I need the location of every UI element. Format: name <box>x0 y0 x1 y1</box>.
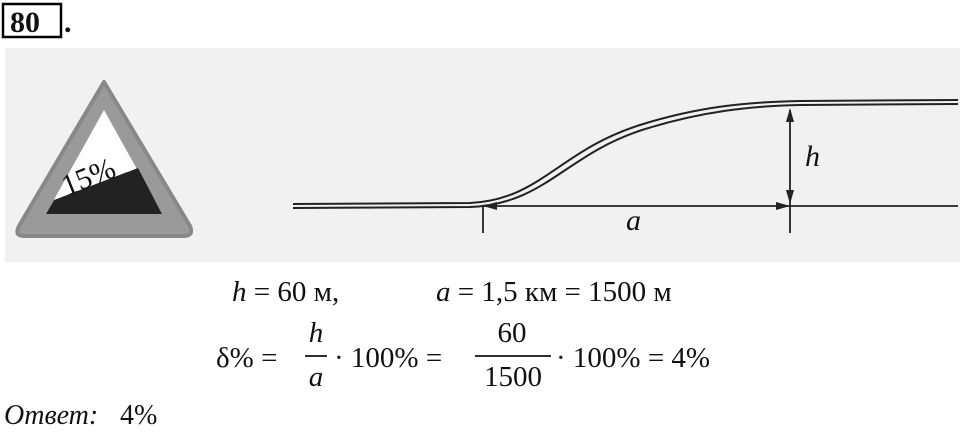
answer-value: 4% <box>120 400 157 431</box>
formula-lhs: δ% = <box>216 342 277 374</box>
distance-label: a <box>626 204 641 237</box>
given-text: = 1,5 км = 1500 м <box>451 276 672 308</box>
dimensions <box>482 108 958 233</box>
frac-num: 60 <box>498 317 527 349</box>
frac-num: h <box>309 317 324 349</box>
given-h: h = 60 м, <box>232 276 339 308</box>
problem-number: 80 <box>10 6 40 39</box>
given-a: a = 1,5 км = 1500 м <box>436 276 672 308</box>
frac-den: a <box>309 361 324 393</box>
answer-label: Ответ: <box>4 400 98 431</box>
formula-rhs: · 100% = 4% <box>556 342 710 374</box>
frac-den: 1500 <box>484 361 542 393</box>
height-label: h <box>805 140 820 173</box>
formula-mid: · 100% = <box>334 342 442 374</box>
road <box>292 99 959 209</box>
road-sign: 15% <box>15 80 194 238</box>
variable: h <box>232 276 247 308</box>
variable: a <box>436 276 451 308</box>
problem-dot: . <box>64 6 72 39</box>
number-box <box>1 2 63 39</box>
given-text: = 60 м, <box>247 276 340 308</box>
